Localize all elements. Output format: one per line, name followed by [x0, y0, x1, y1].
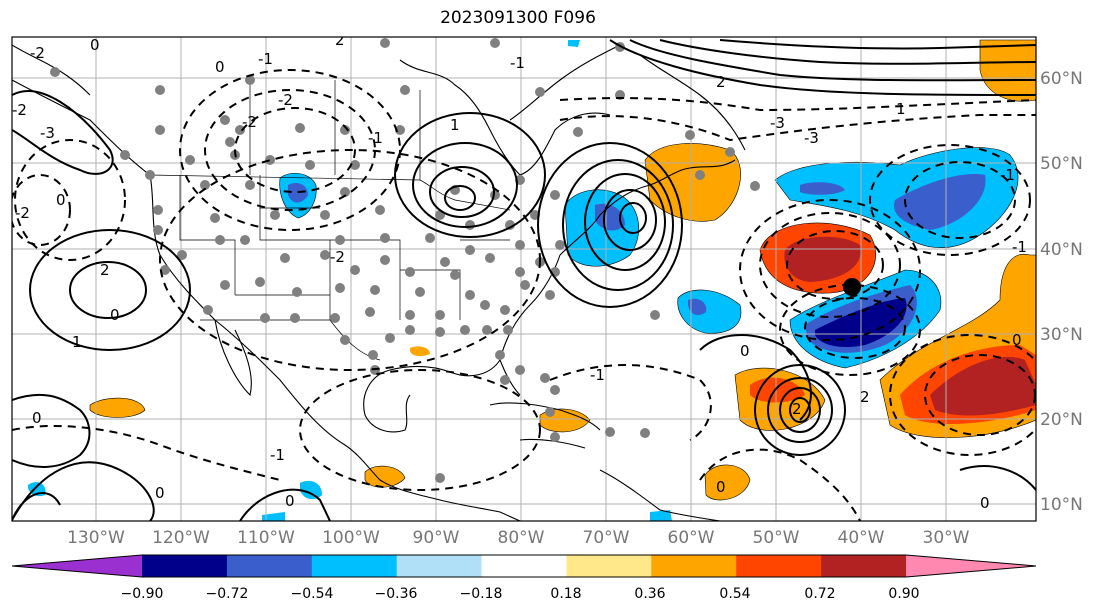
svg-text:1: 1 [72, 333, 82, 351]
contour-lines [12, 39, 1036, 521]
contour-lines-dashed [12, 69, 1036, 521]
colorbar-tick-label: −0.90 [121, 586, 164, 602]
colorbar-ticks: −0.90 −0.72 −0.54 −0.36 −0.18 0.18 0.36 … [121, 586, 920, 602]
svg-text:-2: -2 [12, 101, 27, 119]
svg-text:2: 2 [335, 31, 345, 49]
colorbar-tick-label: 0.18 [550, 586, 581, 602]
colorbar-segments [11, 554, 1037, 578]
lon-label: 50°W [753, 528, 800, 548]
svg-text:-2: -2 [30, 44, 45, 62]
colorbar-tick-label: −0.18 [460, 586, 503, 602]
svg-text:-2: -2 [242, 113, 257, 131]
colorbar-segment [821, 555, 907, 577]
svg-text:-1: -1 [590, 366, 605, 384]
map-frame [11, 36, 1037, 522]
svg-text:0: 0 [716, 478, 726, 496]
svg-text:2: 2 [100, 261, 110, 279]
lon-label: 60°W [668, 528, 715, 548]
colorbar-extend-low [12, 555, 142, 577]
colorbar-outline [11, 554, 1037, 578]
lat-label: 60°N [1040, 69, 1083, 89]
storm-center-marker [843, 278, 861, 296]
station-markers [50, 38, 760, 483]
latitude-labels: 60°N 50°N 40°N 30°N 20°N 10°N [1040, 69, 1083, 515]
lon-label: 120°W [152, 528, 210, 548]
lat-label: 10°N [1040, 495, 1083, 515]
colorbar-segment [736, 555, 822, 577]
svg-text:-1: -1 [1000, 166, 1015, 184]
lat-label: 50°N [1040, 154, 1083, 174]
colorbar-extend-high [906, 555, 1036, 577]
svg-text:0: 0 [215, 58, 225, 76]
svg-text:0: 0 [90, 36, 100, 54]
lon-label: 110°W [237, 528, 295, 548]
svg-text:0: 0 [1012, 331, 1022, 349]
svg-text:2: 2 [792, 400, 802, 418]
svg-text:-3: -3 [40, 124, 55, 142]
map-title: 2023091300 F096 [440, 8, 596, 28]
svg-text:-2: -2 [278, 91, 293, 109]
svg-text:-1: -1 [368, 129, 383, 147]
lon-label: 90°W [413, 528, 460, 548]
svg-text:0: 0 [56, 191, 66, 209]
svg-text:-1: -1 [270, 446, 285, 464]
colorbar-tick-label: −0.54 [291, 586, 334, 602]
svg-text:-1: -1 [258, 50, 273, 68]
lon-label: 80°W [498, 528, 545, 548]
svg-text:-1: -1 [510, 54, 525, 72]
colorbar-tick-label: 0.36 [634, 586, 665, 602]
colorbar-segment [311, 555, 398, 577]
colorbar-segment [651, 555, 737, 577]
colorbar-segment [566, 555, 652, 577]
colorbar-tick-label: 0.90 [888, 586, 919, 602]
colorbar-tick-label: −0.72 [206, 586, 249, 602]
lat-label: 40°N [1040, 240, 1083, 260]
lon-label: 100°W [322, 528, 380, 548]
svg-text:0: 0 [980, 494, 990, 512]
svg-text:1: 1 [896, 100, 906, 118]
graticule [12, 37, 1036, 521]
svg-text:-2: -2 [15, 204, 30, 222]
colorbar-segment [481, 555, 567, 577]
svg-text:-1: -1 [1012, 238, 1027, 256]
colorbar-segment [142, 555, 228, 577]
svg-text:0: 0 [740, 342, 750, 360]
svg-text:2: 2 [860, 388, 870, 406]
colorbar-tick-label: 0.54 [719, 586, 750, 602]
lon-label: 40°W [838, 528, 885, 548]
colorbar-segment [396, 555, 483, 577]
svg-text:-3: -3 [770, 114, 785, 132]
lon-label: 130°W [67, 528, 125, 548]
lon-label: 70°W [583, 528, 630, 548]
colorbar-segment [226, 555, 313, 577]
colorbar-tick-label: 0.72 [804, 586, 835, 602]
lon-label: 30°W [923, 528, 970, 548]
lat-label: 30°N [1040, 325, 1083, 345]
svg-text:-3: -3 [804, 129, 819, 147]
svg-text:1: 1 [450, 116, 460, 134]
lat-label: 20°N [1040, 410, 1083, 430]
longitude-labels: 130°W 120°W 110°W 100°W 90°W 80°W 70°W 6… [67, 528, 970, 548]
svg-text:0: 0 [110, 306, 120, 324]
colorbar-tick-label: −0.36 [375, 586, 418, 602]
contour-labels: -2 -1 0 -2 -2 -3 -3 2 1 -1 2 0 1 2 0 -2 … [12, 31, 1027, 512]
svg-text:0: 0 [32, 409, 42, 427]
svg-text:0: 0 [285, 492, 295, 510]
svg-text:-2: -2 [330, 248, 345, 266]
svg-text:0: 0 [155, 484, 165, 502]
svg-text:2: 2 [716, 73, 726, 91]
